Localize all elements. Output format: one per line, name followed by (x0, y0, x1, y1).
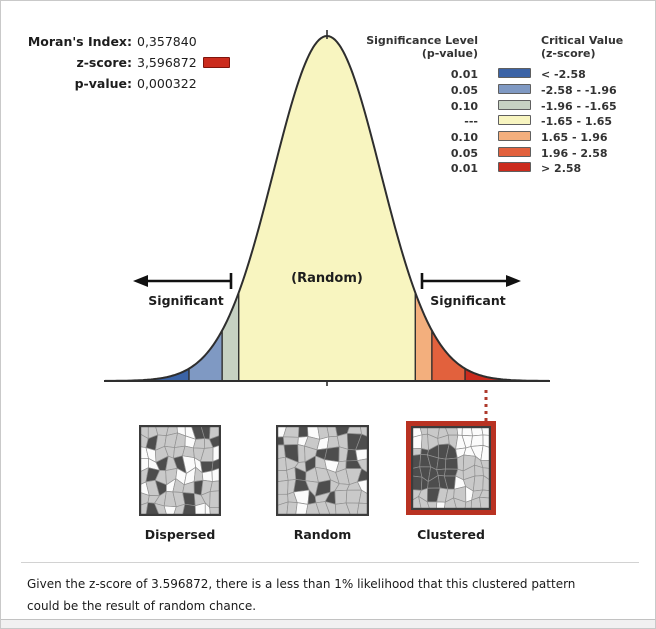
map-cell (472, 475, 484, 492)
footer-divider (21, 562, 639, 563)
map-border (138, 424, 222, 517)
stat-label: z-score: (76, 55, 132, 70)
legend-color-swatch (498, 115, 531, 126)
legend-z-range: -1.96 - -1.65 (541, 99, 617, 113)
legend-color-swatch (498, 162, 531, 173)
pattern-thumbnail-random (275, 424, 370, 520)
map-cell (456, 454, 465, 472)
window-bottom-edge (1, 619, 655, 628)
stats-block: Moran's Index: 0,357840 z-score: 3,596872 p-… (26, 33, 230, 92)
left-arrow-head-icon (133, 275, 148, 287)
map-cell (436, 457, 447, 471)
random-label: Random (293, 527, 352, 542)
map-cell (324, 446, 340, 463)
pattern-thumbnail-dispersed (138, 424, 222, 520)
stat-label: Moran's Index: (27, 34, 132, 49)
legend-color-swatch (498, 146, 531, 157)
legend-color-swatch (498, 84, 531, 95)
legend-z-range: 1.96 - 2.58 (541, 146, 608, 160)
footer-line-2: could be the result of random chance. (27, 599, 257, 613)
map-cell (470, 434, 484, 447)
footer-line-1: Given the z-score of 3.596872, there is … (27, 577, 576, 591)
clustered-map-icon (410, 425, 492, 511)
curve-band (431, 330, 465, 381)
significant-right-label: Significant (430, 293, 506, 308)
map-cell (182, 492, 196, 507)
legend-z-range: 1.65 - 1.96 (541, 131, 608, 145)
z-score-color-swatch (202, 57, 230, 68)
map-border (275, 424, 370, 517)
footer-summary-text: Given the z-score of 3.596872, there is … (27, 573, 575, 617)
clustered-label: Clustered (417, 527, 485, 542)
stat-value: 0,357840 (137, 34, 197, 49)
curve-band (465, 368, 546, 381)
legend-p-value: 0.01 (450, 162, 478, 176)
legend-p-value: --- (464, 115, 478, 129)
legend-color-swatch (498, 68, 531, 79)
legend: Significance Level (p-value) Critical Val… (360, 34, 649, 177)
right-arrow-head-icon (506, 275, 521, 287)
random-zone-label: (Random) (291, 271, 363, 286)
legend-p-value: 0.05 (450, 84, 478, 98)
random-map-icon (275, 424, 370, 517)
map-cell (445, 457, 459, 470)
legend-z-range: > 2.58 (541, 162, 582, 176)
map-cell (334, 489, 348, 505)
dispersed-label: Dispersed (144, 527, 216, 542)
map-cell (283, 436, 299, 446)
stat-value: 0,000322 (137, 76, 197, 91)
legend-p-value: 0.01 (450, 68, 478, 82)
legend-p-value: 0.10 (450, 131, 478, 145)
map-cell (297, 444, 306, 463)
curve-band (189, 330, 223, 381)
map-cell (201, 470, 213, 482)
stat-label: p-value: (74, 76, 132, 91)
legend-z-range: -2.58 - -1.96 (541, 84, 617, 98)
map-border (410, 425, 492, 511)
legend-color-swatch (498, 99, 531, 110)
curve-band (108, 368, 189, 381)
legend-significance-header: Significance Level (p-value) (366, 34, 478, 60)
pattern-thumbnail-clustered-highlighted (406, 421, 496, 515)
legend-p-value: 0.10 (450, 99, 478, 113)
legend-z-range: -1.65 - 1.65 (541, 115, 613, 129)
significant-left-label: Significant (148, 293, 224, 308)
legend-p-value: 0.05 (450, 146, 478, 160)
stat-value: 3,596872 (137, 54, 230, 71)
legend-color-swatch (498, 131, 531, 142)
legend-critical-header: Critical Value (z-score) (541, 34, 624, 60)
legend-z-range: < -2.58 (541, 68, 586, 82)
dispersed-map-icon (138, 424, 222, 517)
